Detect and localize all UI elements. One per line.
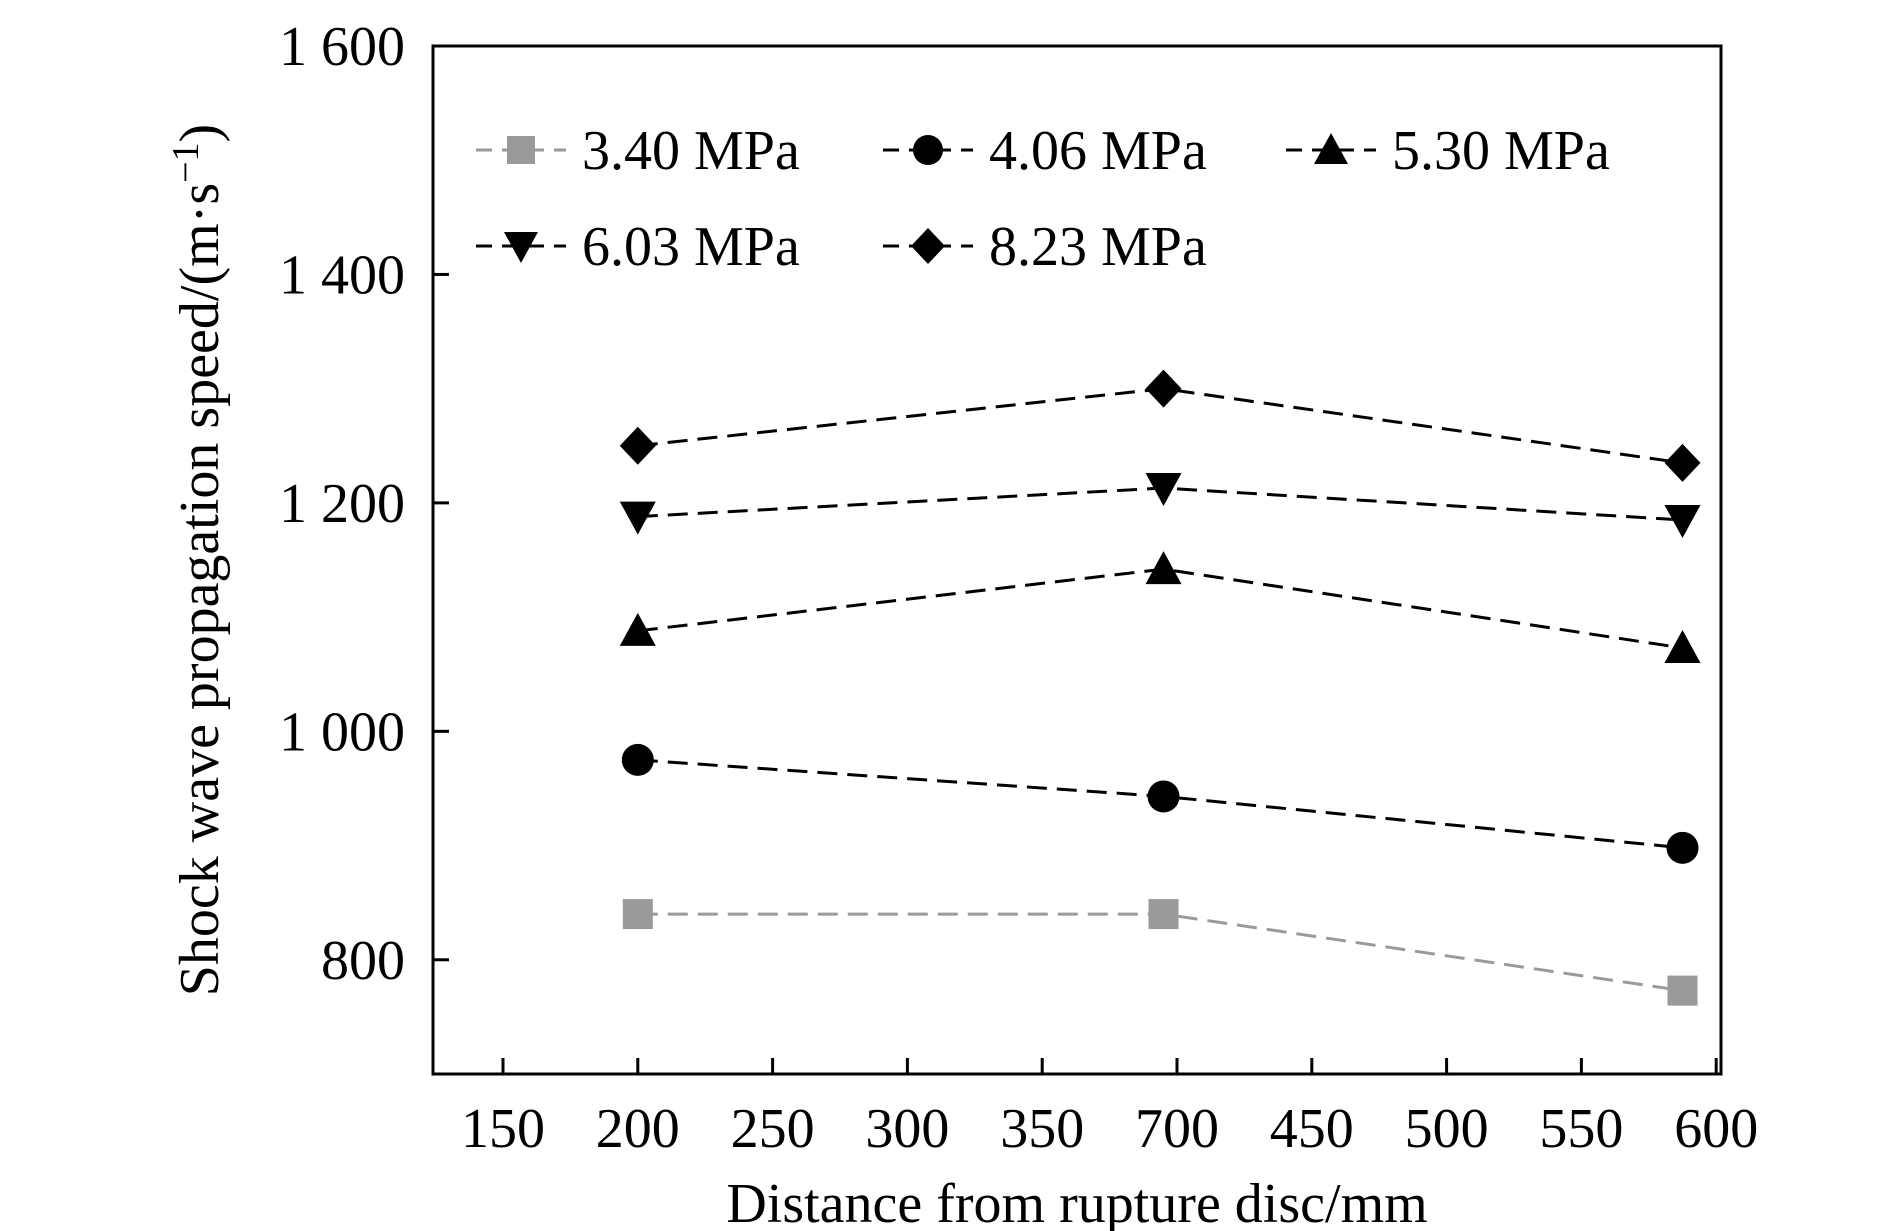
data-point — [621, 743, 654, 776]
data-point — [619, 426, 656, 465]
x-tick-label: 200 — [596, 1098, 680, 1160]
legend-label: 6.03 MPa — [582, 216, 800, 278]
y-axis-title-main: Shock wave propagation speed/(m·s — [169, 183, 231, 996]
plot-area — [431, 44, 1723, 1076]
x-tick-label: 700 — [1135, 1098, 1219, 1160]
legend-marker — [911, 228, 945, 264]
y-axis-title-close: ) — [169, 124, 231, 143]
y-tick-label: 1 000 — [279, 701, 405, 763]
data-point — [1145, 473, 1182, 507]
series-markers — [619, 369, 1701, 1006]
legend-item: 3.40 MPa — [476, 120, 800, 182]
data-point — [1145, 551, 1182, 585]
data-point — [1664, 505, 1701, 539]
legend-label: 3.40 MPa — [582, 120, 800, 182]
y-tick-label: 1 400 — [279, 244, 405, 306]
legend-item: 6.03 MPa — [476, 216, 800, 278]
data-point — [1147, 780, 1180, 813]
data-point — [1145, 369, 1182, 408]
x-tick-label: 600 — [1674, 1098, 1758, 1160]
legend: 3.40 MPa 4.06 MPa 5.30 MPa 6.03 MPa 8.23 MPa — [476, 120, 1610, 278]
legend-marker — [507, 136, 535, 164]
data-point — [619, 612, 656, 646]
x-tick-label: 550 — [1539, 1098, 1623, 1160]
x-tick-label: 300 — [865, 1098, 949, 1160]
x-tick-label: 450 — [1270, 1098, 1354, 1160]
data-point — [1664, 443, 1701, 482]
y-tick-label: 1 600 — [279, 16, 405, 78]
data-point — [619, 501, 656, 535]
y-axis-ticks: 800 1 000 1 200 1 400 1 600 — [279, 16, 449, 992]
legend-item: 5.30 MPa — [1286, 120, 1610, 182]
data-point — [1148, 899, 1179, 930]
x-tick-label: 500 — [1405, 1098, 1489, 1160]
legend-label: 5.30 MPa — [1392, 120, 1610, 182]
legend-label: 4.06 MPa — [989, 120, 1207, 182]
legend-item: 4.06 MPa — [883, 120, 1207, 182]
legend-marker — [913, 135, 943, 165]
x-axis-title: Distance from rupture disc/mm — [726, 1173, 1427, 1231]
data-point — [622, 899, 653, 930]
y-tick-label: 1 200 — [279, 473, 405, 535]
x-axis-ticks: 150 200 250 300 350 700 450 500 550 600 — [461, 1058, 1758, 1160]
data-point — [1667, 975, 1698, 1006]
y-tick-label: 800 — [321, 930, 405, 992]
x-tick-label: 250 — [731, 1098, 815, 1160]
y-axis-title-superscript: −1 — [165, 142, 207, 182]
y-axis-title: Shock wave propagation speed/(m·s−1) — [165, 124, 231, 996]
data-point — [1666, 831, 1699, 864]
legend-marker — [1314, 133, 1348, 164]
data-point — [1664, 629, 1701, 663]
legend-label: 8.23 MPa — [989, 216, 1207, 278]
legend-marker — [504, 232, 538, 263]
x-tick-label: 150 — [461, 1098, 545, 1160]
x-tick-label: 350 — [1000, 1098, 1084, 1160]
legend-item: 8.23 MPa — [883, 216, 1207, 278]
